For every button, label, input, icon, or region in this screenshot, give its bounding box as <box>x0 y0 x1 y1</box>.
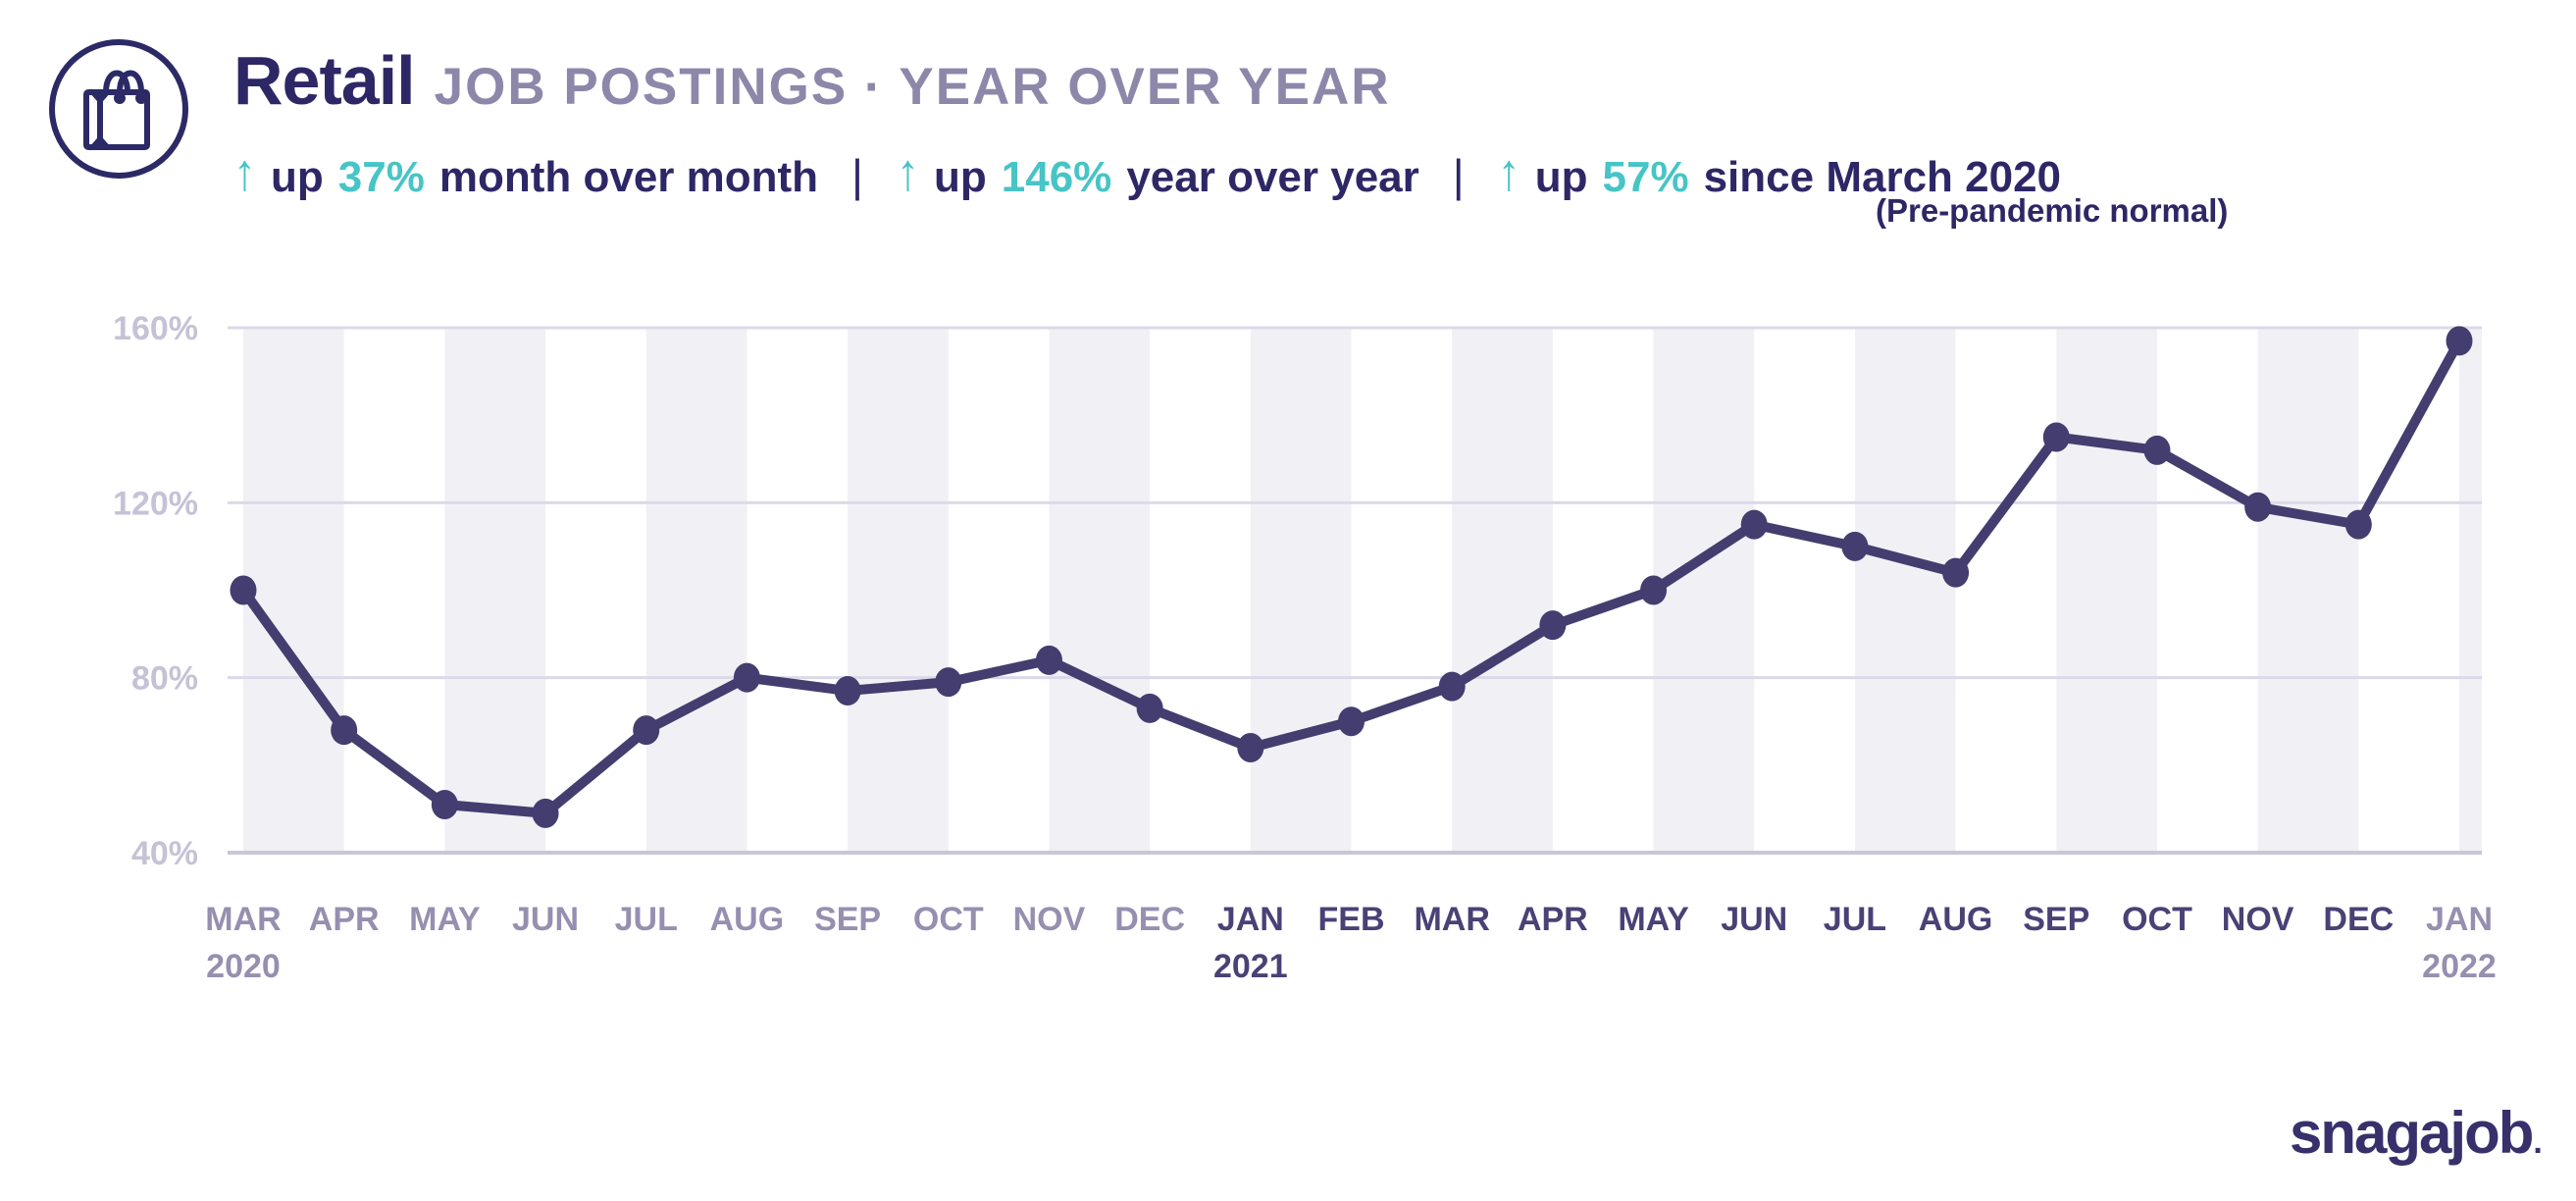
stat-item: ↑ up 57% since March 2020 <box>1498 142 2062 202</box>
data-point-may-2020 <box>431 789 458 819</box>
x-axis-month-label: FEB <box>1318 901 1385 938</box>
page-title: Retail <box>233 42 416 119</box>
x-axis-month-label: OCT <box>913 901 984 938</box>
data-point-oct-2020 <box>935 667 962 698</box>
month-band <box>645 328 747 853</box>
month-band <box>1250 328 1352 853</box>
data-point-apr-2021 <box>1539 610 1567 641</box>
stats-row: ↑ up 37% month over month | ↑ up 146% year over … <box>233 142 2062 202</box>
x-axis-month-label: MAY <box>1618 901 1689 938</box>
month-band <box>1653 328 1755 853</box>
x-axis-month-label: JUN <box>1721 901 1787 938</box>
up-arrow-icon: ↑ <box>233 142 256 201</box>
stat-item: ↑ up 146% year over year <box>897 142 1419 202</box>
shopping-bag-icon <box>49 39 188 179</box>
data-point-dec-2020 <box>1136 693 1163 723</box>
x-axis-month-label: JAN <box>1217 901 1284 938</box>
data-point-jul-2020 <box>633 715 660 746</box>
month-band <box>1049 328 1151 853</box>
data-point-aug-2021 <box>1942 557 1970 588</box>
data-point-jan-2022 <box>2446 326 2473 356</box>
x-axis-month-label: APR <box>309 901 380 938</box>
y-axis-label: 120% <box>113 485 198 522</box>
data-point-dec-2021 <box>2344 509 2372 540</box>
x-axis-month-label: JUL <box>615 901 678 938</box>
x-axis-year-label: 2022 <box>2422 948 2497 985</box>
x-axis-month-label: SEP <box>2023 901 2089 938</box>
x-axis-month-label: JUL <box>1824 901 1886 938</box>
data-point-sep-2021 <box>2042 422 2070 452</box>
data-point-nov-2021 <box>2244 492 2272 522</box>
stat-prefix: up <box>934 153 987 201</box>
page-subtitle: JOB POSTINGS · YEAR OVER YEAR <box>434 58 1391 116</box>
x-axis-year-label: 2020 <box>206 948 281 985</box>
x-axis-month-label: MAY <box>409 901 481 938</box>
x-axis-month-label: MAR <box>205 901 281 938</box>
stat-prefix: up <box>271 153 324 201</box>
data-point-nov-2020 <box>1035 645 1062 675</box>
data-point-sep-2020 <box>834 676 861 706</box>
logo-text: snagajob <box>2290 1100 2534 1166</box>
month-band <box>2459 328 2482 853</box>
month-band <box>1854 328 1956 853</box>
stat-separator: | <box>851 150 863 201</box>
x-axis-month-label: SEP <box>814 901 881 938</box>
x-axis-month-label: JUN <box>512 901 579 938</box>
data-point-mar-2020 <box>230 575 257 605</box>
month-band <box>2257 328 2359 853</box>
x-axis-month-label: DEC <box>1114 901 1185 938</box>
x-axis-month-label: AUG <box>1919 901 1993 938</box>
stat-item: ↑ up 37% month over month <box>233 142 819 202</box>
stat-value: 146% <box>1001 153 1112 201</box>
y-axis-label: 160% <box>113 310 198 347</box>
data-point-jun-2020 <box>532 798 559 828</box>
y-axis-label: 40% <box>131 835 198 872</box>
stat-value: 57% <box>1602 153 1689 201</box>
x-axis-month-label: NOV <box>1013 901 1086 938</box>
month-band <box>848 328 949 853</box>
data-point-may-2021 <box>1640 575 1668 605</box>
data-point-jan-2021 <box>1237 733 1264 762</box>
x-axis-month-label: JAN <box>2426 901 2493 938</box>
pre-pandemic-note: (Pre-pandemic normal) <box>1876 192 2229 229</box>
month-band <box>444 328 546 853</box>
data-point-jun-2021 <box>1740 509 1768 540</box>
x-axis-month-label: NOV <box>2222 901 2294 938</box>
stat-separator: | <box>1452 150 1465 201</box>
stat-suffix: month over month <box>438 153 819 201</box>
title-row: Retail JOB POSTINGS · YEAR OVER YEAR <box>233 41 2061 120</box>
x-axis-month-label: DEC <box>2323 901 2394 938</box>
data-point-jul-2021 <box>1841 531 1869 561</box>
header: Retail JOB POSTINGS · YEAR OVER YEAR ↑ up… <box>233 41 2061 202</box>
data-point-aug-2020 <box>733 662 760 693</box>
x-axis-month-label: AUG <box>710 901 785 938</box>
stat-value: 37% <box>337 153 425 201</box>
stat-prefix: up <box>1534 153 1588 201</box>
stat-suffix: year over year <box>1126 153 1419 201</box>
retail-category-icon <box>47 37 190 181</box>
x-axis-month-label: OCT <box>2122 901 2192 938</box>
x-axis-month-label: APR <box>1518 901 1588 938</box>
stat-suffix: since March 2020 <box>1703 153 2062 201</box>
up-arrow-icon: ↑ <box>1497 142 1520 201</box>
data-point-oct-2021 <box>2143 435 2171 465</box>
data-point-mar-2021 <box>1438 671 1466 702</box>
month-band <box>243 328 344 853</box>
up-arrow-icon: ↑ <box>897 142 919 201</box>
logo-dot: . <box>2533 1123 2543 1161</box>
data-point-apr-2020 <box>331 715 358 746</box>
y-axis-label: 80% <box>131 660 198 698</box>
x-axis-year-label: 2021 <box>1213 948 1288 985</box>
x-axis-month-label: MAR <box>1414 901 1489 938</box>
data-point-feb-2021 <box>1338 706 1365 737</box>
month-band <box>2056 328 2157 853</box>
snagajob-logo: snagajob . <box>2290 1099 2543 1167</box>
month-band <box>1452 328 1553 853</box>
